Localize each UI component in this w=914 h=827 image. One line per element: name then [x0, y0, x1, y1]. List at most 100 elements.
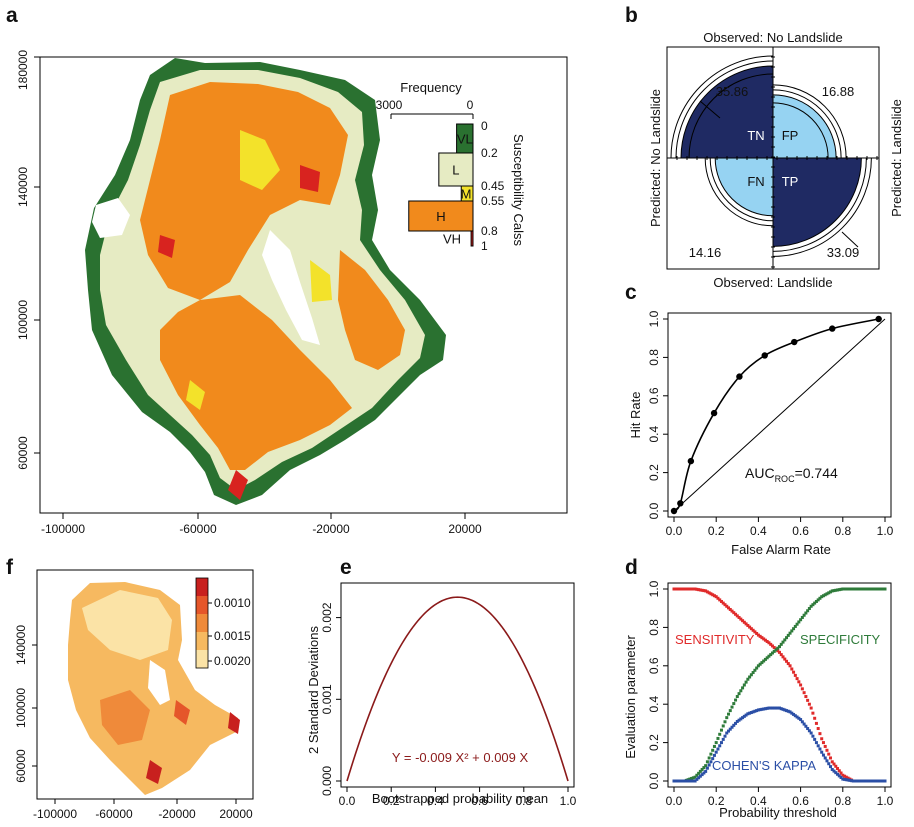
roc-point	[687, 457, 695, 465]
eval-point-sensitivity	[763, 638, 767, 642]
legend-color-step	[196, 632, 208, 651]
class-break-label: 0.55	[481, 194, 505, 208]
specificity-label: SPECIFICITY	[800, 632, 881, 647]
eval-point-sensitivity	[683, 587, 687, 591]
eval-point-sensitivity	[719, 599, 723, 603]
fp-value: 16.88	[822, 84, 855, 99]
eval-point-specificity	[867, 587, 871, 591]
eval-point-cohen-s-kappa	[741, 716, 745, 720]
eval-point-specificity	[802, 613, 806, 617]
class-label-m: M	[461, 187, 472, 202]
eval-point-specificity	[874, 587, 878, 591]
eval-point-specificity	[871, 587, 875, 591]
eval-point-sensitivity	[716, 596, 720, 600]
roc-xlabel: False Alarm Rate	[731, 542, 831, 557]
eval-point-cohen-s-kappa	[719, 741, 723, 745]
eval-point-specificity	[851, 587, 855, 591]
legend-tick-label: 0.0020	[214, 654, 251, 668]
eval-point-specificity	[691, 776, 695, 780]
eval-xlabel: Probability threshold	[719, 805, 837, 820]
eval-point-cohen-s-kappa	[739, 717, 743, 721]
eval-point-cohen-s-kappa	[825, 759, 829, 763]
eval-point-cohen-s-kappa	[834, 771, 838, 775]
eval-point-cohen-s-kappa	[841, 777, 845, 781]
histogram-axis-label: 3000	[376, 98, 403, 112]
eval-point-cohen-s-kappa	[716, 747, 720, 751]
eval-point-specificity	[800, 615, 804, 619]
eval-point-cohen-s-kappa	[763, 707, 767, 711]
eval-point-specificity	[776, 646, 780, 650]
roc-point	[736, 373, 743, 380]
eval-point-cohen-s-kappa	[714, 750, 718, 754]
eval-point-specificity	[843, 587, 847, 591]
eval-point-specificity	[741, 686, 745, 690]
eval-point-cohen-s-kappa	[843, 777, 847, 781]
fn-value: 14.16	[689, 245, 722, 260]
eval-point-cohen-s-kappa	[862, 779, 866, 783]
eval-point-specificity	[742, 683, 746, 687]
eval-point-cohen-s-kappa	[883, 779, 887, 783]
eval-point-sensitivity	[769, 642, 773, 646]
eval-point-specificity	[792, 627, 796, 631]
map-f-xtick: -60000	[95, 807, 133, 821]
map-a-frame	[39, 56, 568, 514]
roc-xtick-label: 0.0	[666, 524, 683, 538]
eval-point-cohen-s-kappa	[813, 737, 817, 741]
panel-e-label: e	[340, 556, 352, 579]
confidence-ring	[688, 73, 774, 159]
eval-point-sensitivity	[748, 625, 752, 629]
eval-point-specificity	[853, 587, 857, 591]
map-f-ytick: 140000	[14, 625, 28, 665]
eval-point-specificity	[723, 720, 727, 724]
confidence-ring	[670, 55, 774, 159]
eval-point-sensitivity	[690, 587, 694, 591]
eval-point-sensitivity	[732, 611, 736, 615]
eval-point-specificity	[697, 771, 701, 775]
eval-point-specificity	[857, 587, 861, 591]
eval-point-cohen-s-kappa	[867, 779, 871, 783]
eval-point-cohen-s-kappa	[758, 708, 762, 712]
eval-point-sensitivity	[837, 769, 841, 773]
sd-plot-frame	[340, 582, 575, 788]
eval-point-specificity	[719, 728, 723, 732]
eval-point-sensitivity	[723, 603, 727, 607]
tn-label: TN	[747, 128, 764, 143]
eval-point-cohen-s-kappa	[700, 773, 704, 777]
eval-point-cohen-s-kappa	[767, 706, 771, 710]
eval-point-cohen-s-kappa	[778, 706, 781, 710]
eval-point-sensitivity	[686, 587, 690, 591]
eval-point-cohen-s-kappa	[792, 712, 796, 716]
eval-point-sensitivity	[734, 612, 738, 616]
eval-point-sensitivity	[792, 670, 796, 674]
eval-point-sensitivity	[797, 680, 801, 684]
sd-xtick-label: 0.2	[383, 794, 400, 808]
eval-point-cohen-s-kappa	[707, 763, 711, 767]
map-f-xtick: -100000	[33, 807, 77, 821]
eval-point-cohen-s-kappa	[769, 706, 773, 710]
sd-ylabel: 2 Standard Deviations	[306, 626, 321, 754]
map-f-ytick: 100000	[14, 688, 28, 728]
eval-point-sensitivity	[788, 664, 792, 668]
map-a-ytick: 100000	[16, 300, 30, 340]
roc-ytick-label: 0.2	[647, 464, 661, 481]
panel-e: e 2 Standard Deviations Bootstrapped pro…	[306, 556, 577, 808]
map-a-xtick: -20000	[312, 522, 350, 536]
eval-point-sensitivity	[818, 732, 822, 736]
roc-reference-line	[673, 318, 886, 512]
eval-point-specificity	[744, 680, 748, 684]
histogram-title: Frequency	[400, 80, 462, 95]
tn-value: 35.86	[716, 84, 749, 99]
eval-point-sensitivity	[730, 609, 734, 613]
map-f-y-axis: 60000 100000 140000	[14, 625, 37, 783]
eval-ytick-label: 1.0	[647, 580, 661, 597]
roc-point	[761, 352, 768, 359]
eval-point-cohen-s-kappa	[823, 756, 827, 760]
eval-point-cohen-s-kappa	[872, 779, 876, 783]
eval-point-specificity	[811, 603, 815, 607]
eval-point-cohen-s-kappa	[779, 707, 783, 711]
eval-point-specificity	[783, 638, 787, 642]
eval-point-sensitivity	[677, 587, 681, 591]
map-f-xtick: 20000	[219, 807, 253, 821]
sd-xtick-label: 0.4	[427, 794, 444, 808]
fourfold-wedge-tp	[772, 157, 862, 247]
